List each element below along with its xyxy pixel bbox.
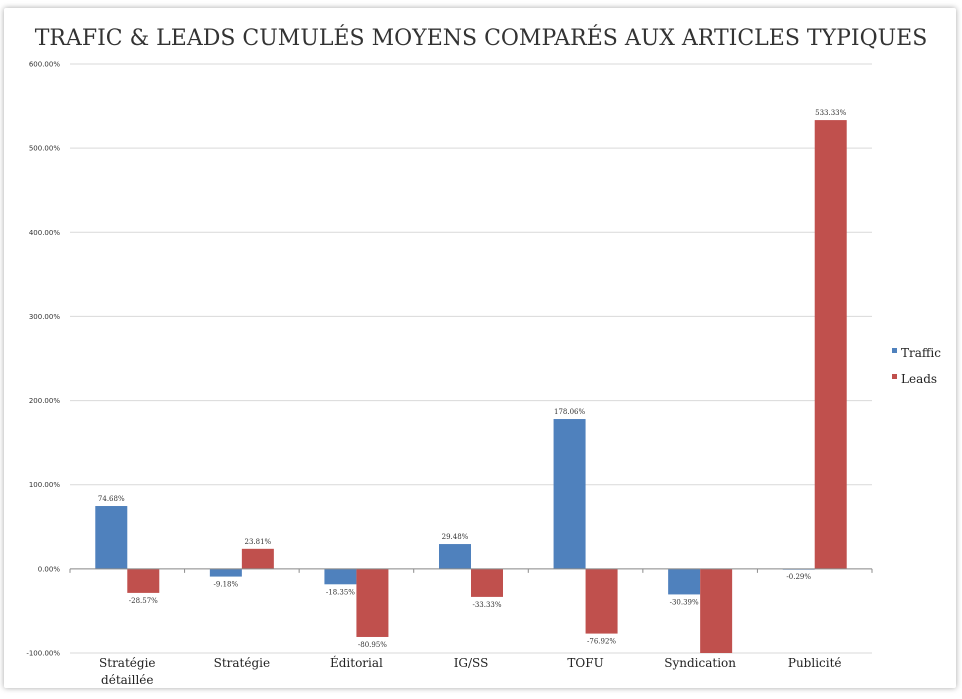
chart-title: TRAFIC & LEADS CUMULÉS MOYENS COMPARÉS A… [35,24,928,51]
category-label: TOFU [567,656,603,670]
data-label: -9.18% [214,581,239,589]
bar-traffic [439,544,471,569]
y-tick-label: 200.00% [29,397,60,405]
legend-swatch-leads [892,374,897,379]
data-label: -0.29% [786,573,811,581]
data-labels: 74.68% -9.18% -18.35% 29.48% 178.06% -30.39% -… [98,109,847,649]
data-label: -28.57% [129,597,158,605]
category-label: détaillée [101,673,153,687]
category-label: IG/SS [454,656,489,670]
category-label: Publicité [788,656,842,670]
bars [95,120,847,653]
bar-traffic [553,419,586,569]
category-label: Stratégie [99,656,155,670]
legend: Traffic Leads [892,346,941,386]
y-tick-label: 600.00% [29,61,60,69]
category-label: Syndication [664,656,736,670]
legend-label-leads: Leads [901,372,937,386]
bar-traffic [209,568,242,577]
data-label: 74.68% [98,495,125,503]
data-label: 23.81% [245,538,272,546]
zero-axis [69,568,873,573]
bar-leads [471,568,503,597]
category-label: Éditorial [330,655,383,670]
y-tick-label: 400.00% [29,229,60,237]
data-label: -80.95% [358,641,387,649]
bar-traffic [324,568,357,585]
bar-leads [241,548,274,569]
category-labels: Stratégie détaillée Stratégie Éditorial IG/S… [99,655,841,687]
bar-leads [127,568,160,593]
data-label: 178.06% [554,408,585,416]
legend-label-traffic: Traffic [901,346,941,360]
bar-leads [814,120,847,569]
bar-leads [585,568,618,634]
data-label: -30.39% [670,598,699,606]
data-label: 29.48% [442,533,469,541]
legend-swatch-traffic [892,348,897,353]
y-axis-ticks: -100.00% 0.00% 100.00% 200.00% 300.00% 400.00… [26,61,60,658]
data-label: -18.35% [326,588,355,596]
y-tick-label: 0.00% [38,565,61,573]
data-label: -76.92% [587,638,616,646]
y-tick-label: -100.00% [26,650,60,658]
y-tick-label: 100.00% [29,481,60,489]
bar-leads [356,568,389,637]
y-tick-label: 500.00% [29,145,60,153]
bar-traffic [668,568,701,595]
bar-leads [700,568,733,653]
data-label: -33.33% [472,601,501,609]
y-tick-label: 300.00% [29,313,60,321]
category-label: Stratégie [214,656,270,670]
data-label: 533.33% [815,109,846,117]
bar-traffic [95,506,128,569]
